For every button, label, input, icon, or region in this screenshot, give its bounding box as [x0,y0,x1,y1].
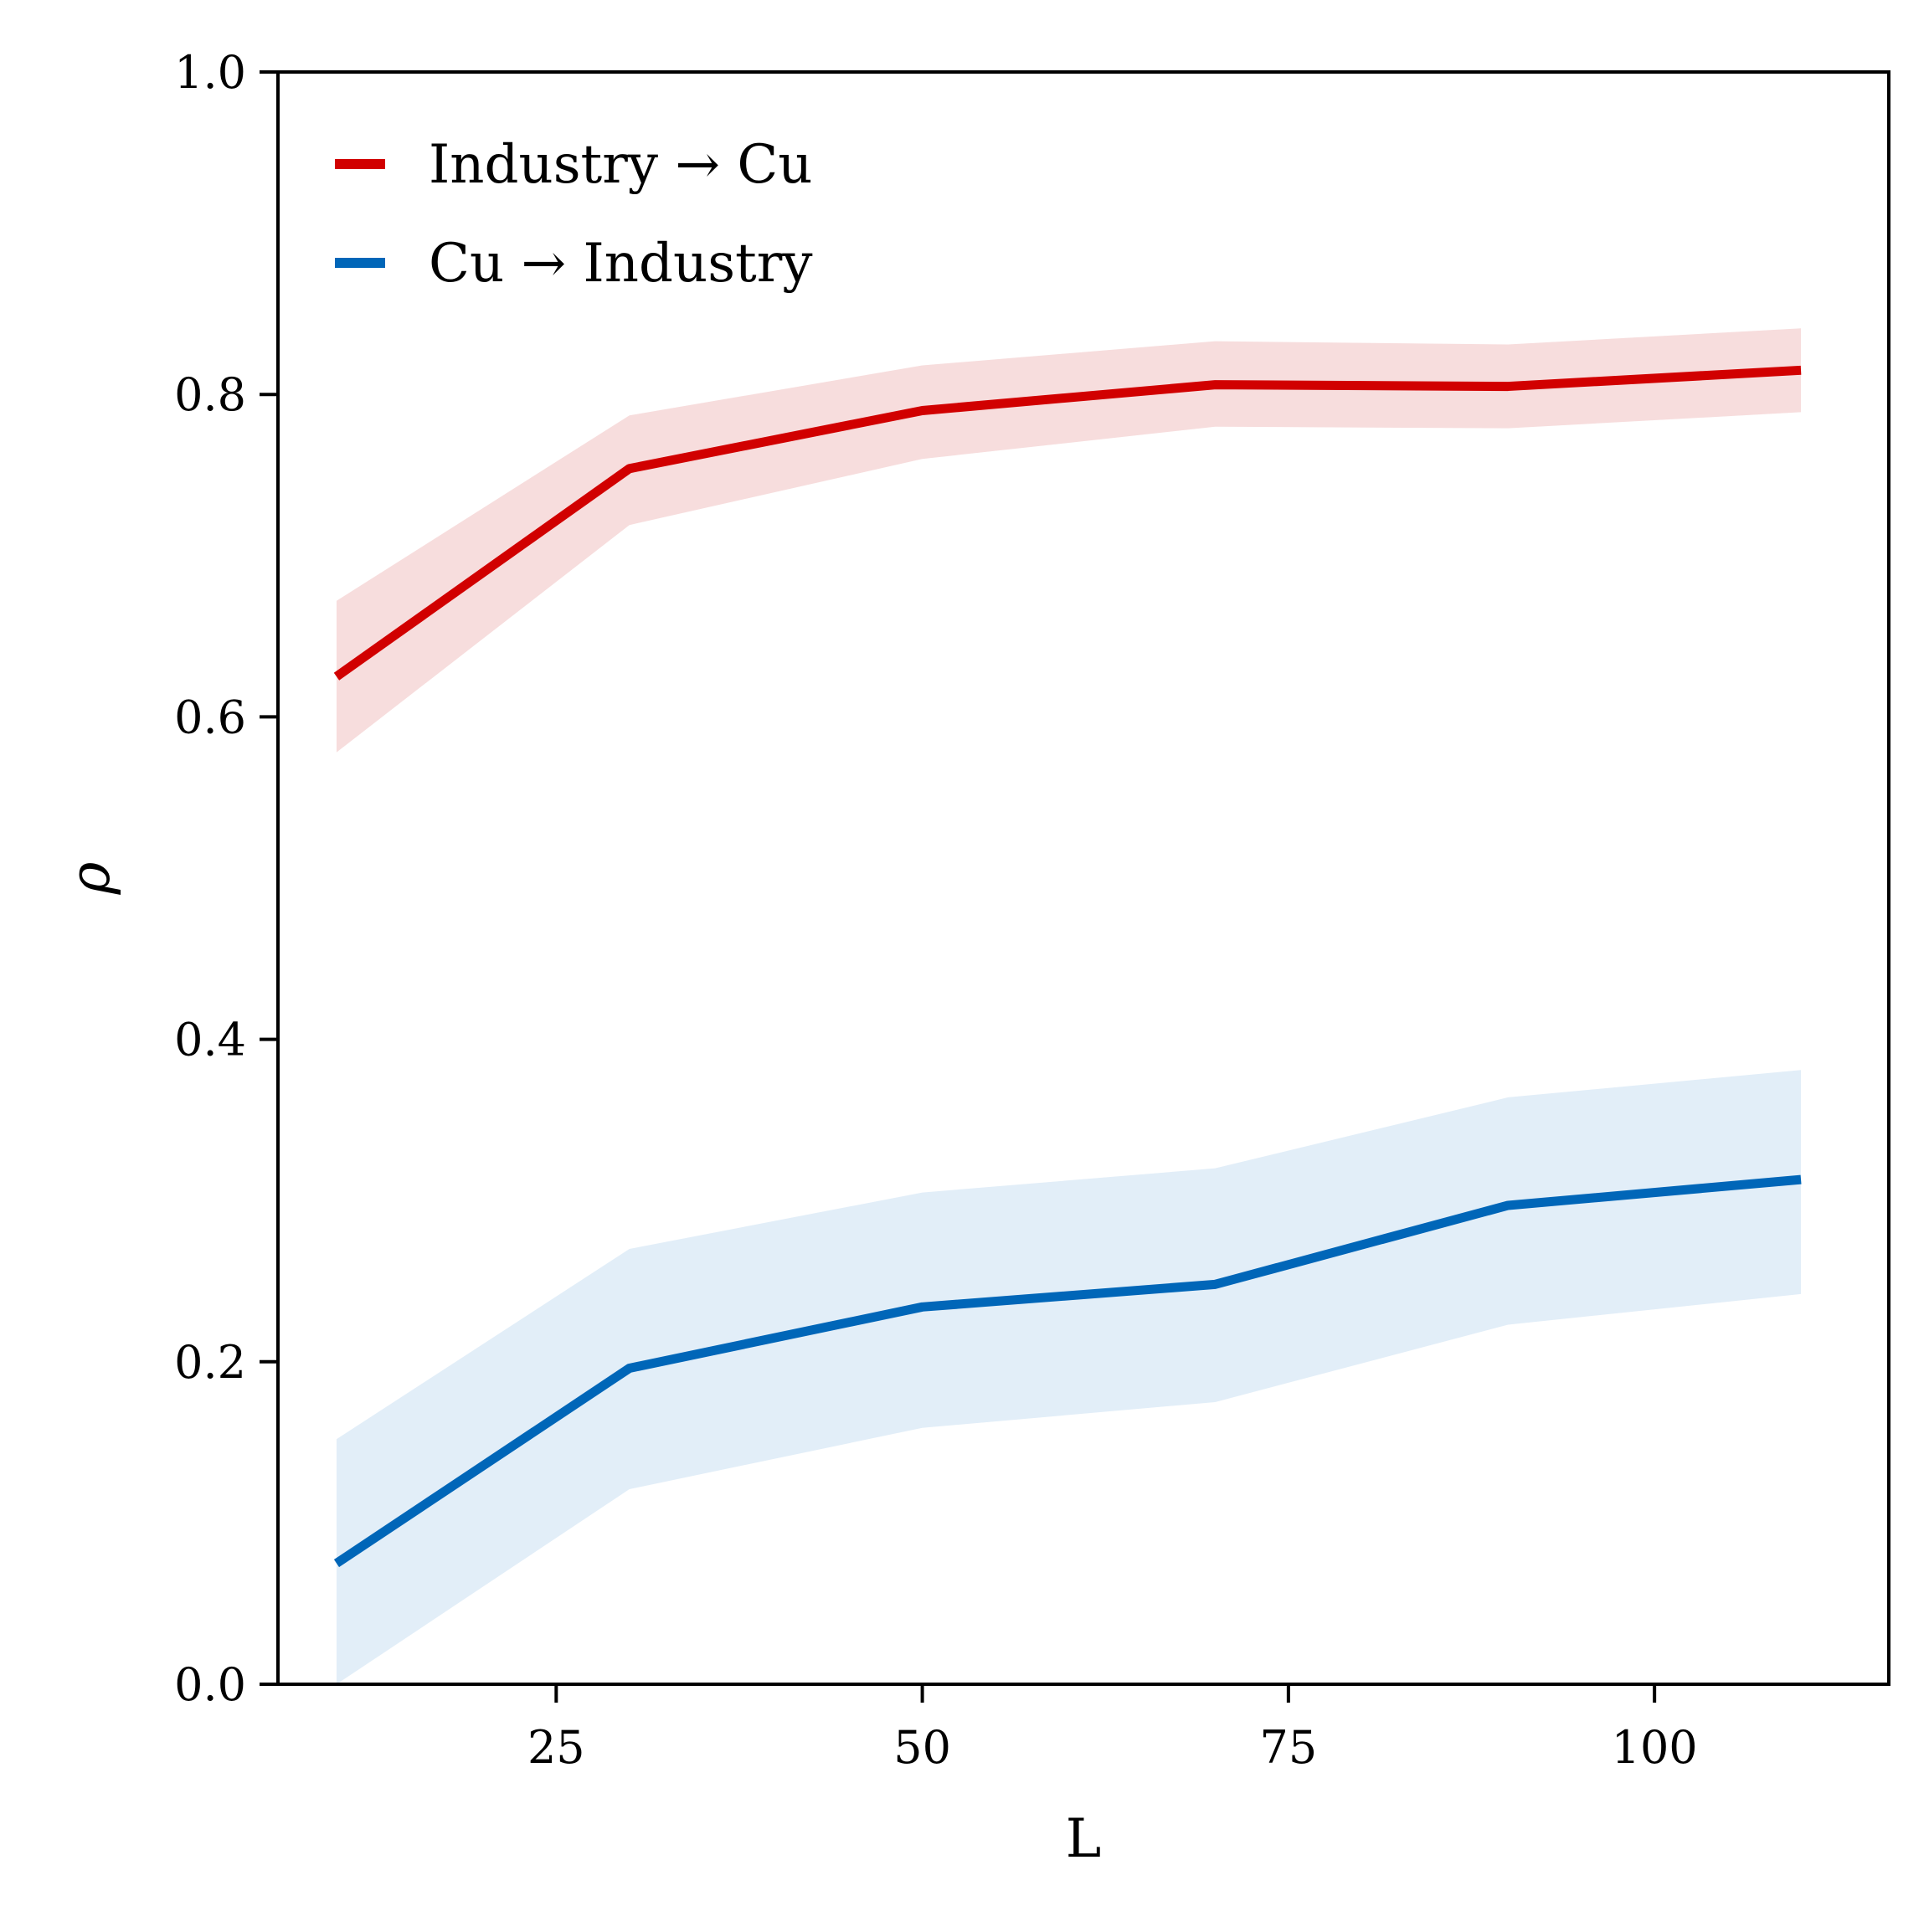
series-0-line [333,365,1802,681]
series-0-band [336,328,1802,753]
legend: Industry → Cu Cu → Industry [335,134,813,295]
y-tick-label: 1.0 [174,46,246,99]
y-tick-label: 0.4 [174,1014,246,1066]
y-tick-label: 0.2 [174,1336,246,1389]
legend-label-1: Cu → Industry [429,233,813,295]
series-lines [333,365,1802,1568]
confidence-bands [336,328,1802,1684]
y-tick-label: 0.8 [174,368,246,421]
plot-frame [276,70,1890,1686]
x-tick-label: 100 [1612,1721,1698,1774]
series-1-band [336,1070,1802,1684]
x-tick-label: 50 [893,1721,951,1774]
x-tick-label: 75 [1260,1721,1318,1774]
legend-label-0: Industry → Cu [429,134,813,196]
y-tick-label: 0.0 [174,1658,246,1711]
y-axis-label: ρ [58,861,122,895]
x-axis: 25 50 75 100 [527,1684,1698,1774]
y-tick-label: 0.6 [174,691,246,743]
y-axis: 0.0 0.2 0.4 0.6 0.8 1.0 [174,46,278,1711]
series-1-line [333,1174,1802,1568]
x-axis-label: L [1066,1808,1102,1870]
x-tick-label: 25 [527,1721,585,1774]
